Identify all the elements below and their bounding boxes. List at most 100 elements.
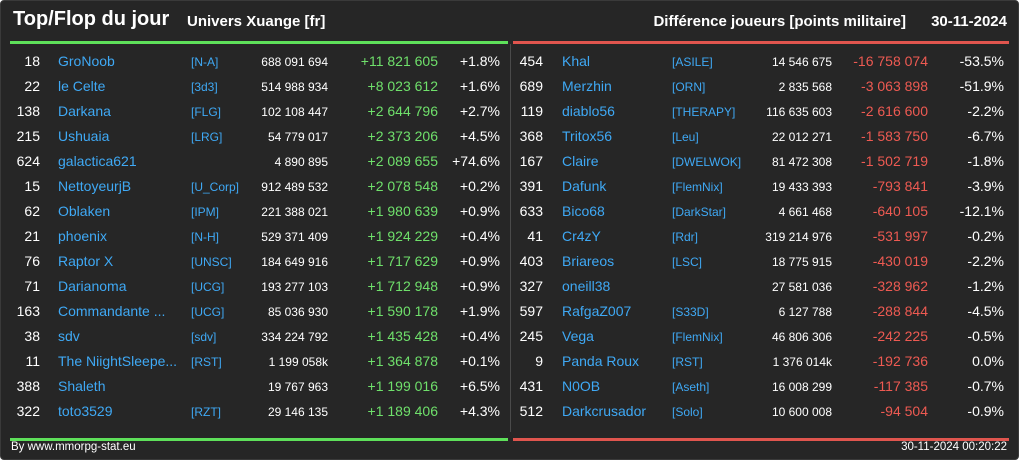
player-name-link[interactable]: Claire [562, 153, 599, 169]
player-name-link[interactable]: RafgaZ007 [562, 303, 632, 319]
player-points: 22 012 271 [771, 130, 832, 144]
points-difference: -430 019 [872, 253, 928, 269]
player-name-link[interactable]: NettoyeurjB [58, 178, 132, 194]
alliance-tag-link[interactable]: [Solo] [672, 405, 703, 419]
alliance-tag-link[interactable]: [FlemNix] [672, 180, 723, 194]
points-difference: +1 435 428 [367, 328, 438, 344]
player-name-link[interactable]: Panda Roux [562, 353, 640, 369]
player-name-link[interactable]: Cr4zY [562, 228, 601, 244]
player-name-link[interactable]: le Celte [58, 78, 106, 94]
alliance-tag-link[interactable]: [RST] [672, 355, 703, 369]
alliance-tag-link[interactable]: [IPM] [191, 205, 220, 219]
player-name-link[interactable]: Merzhin [562, 78, 612, 94]
player-name-link[interactable]: toto3529 [58, 403, 113, 419]
player-points: 688 091 694 [261, 55, 328, 69]
player-rank: 689 [519, 78, 543, 94]
player-name-link[interactable]: galactica621 [58, 153, 137, 169]
player-rank: 322 [16, 403, 40, 419]
player-points: 27 581 036 [771, 280, 832, 294]
points-difference: -328 962 [872, 278, 928, 294]
percent-change: +4.5% [459, 128, 500, 144]
credit-link[interactable]: By www.mmorpg-stat.eu [11, 441, 136, 453]
player-name-link[interactable]: Ushuaia [58, 128, 110, 144]
footer: By www.mmorpg-stat.eu 30-11-2024 00:20:2… [1, 438, 1018, 458]
player-name-link[interactable]: Vega [562, 328, 594, 344]
player-name-link[interactable]: Oblaken [58, 203, 111, 219]
alliance-tag-link[interactable]: [Aseth] [672, 380, 710, 394]
percent-change: -0.9% [967, 403, 1004, 419]
alliance-tag-link[interactable]: [UCG] [191, 280, 225, 294]
alliance-tag-link[interactable]: [N-H] [191, 230, 219, 244]
player-name-link[interactable]: GroNoob [58, 53, 115, 69]
alliance-tag-link[interactable]: [Leu] [672, 130, 699, 144]
alliance-tag-link[interactable]: [RST] [191, 355, 222, 369]
player-name-link[interactable]: Khal [562, 53, 591, 69]
player-points: 514 988 934 [261, 80, 328, 94]
player-name-link[interactable]: Raptor X [58, 253, 114, 269]
player-name-link[interactable]: sdv [58, 328, 80, 344]
points-difference: -793 841 [872, 178, 928, 194]
points-difference: -2 616 600 [861, 103, 928, 119]
alliance-tag-link[interactable]: [LSC] [672, 255, 703, 269]
alliance-tag-link[interactable]: [U_Corp] [191, 180, 240, 194]
points-difference: +1 717 629 [367, 253, 438, 269]
alliance-tag-link[interactable]: [DarkStar] [672, 205, 727, 219]
alliance-tag-link[interactable]: [UCG] [191, 305, 225, 319]
flop-row: 9 Panda Roux [RST] 1 376 014k -192 736 0.0% [513, 349, 1009, 374]
alliance-tag-link[interactable]: [UNSC] [191, 255, 232, 269]
alliance-tag-link[interactable]: [Rdr] [672, 230, 699, 244]
top-row: 76 Raptor X [UNSC] 184 649 916 +1 717 629 +0.… [10, 249, 508, 274]
flop-row: 245 Vega [FlemNix] 46 806 306 -242 225 -0.5% [513, 324, 1009, 349]
alliance-tag-link[interactable]: [LRG] [191, 130, 223, 144]
player-name-link[interactable]: Briareos [562, 253, 615, 269]
alliance-tag-link[interactable]: [3d3] [191, 80, 218, 94]
top-row: 11 The NiightSleepe... [RST] 1 199 058k +1 3… [10, 349, 508, 374]
percent-change: -6.7% [967, 128, 1004, 144]
points-difference: +11 821 605 [360, 53, 438, 69]
percent-change: +1.6% [459, 78, 500, 94]
player-name-link[interactable]: Darkana [58, 103, 111, 119]
percent-change: -0.2% [967, 228, 1004, 244]
points-difference: +1 924 229 [367, 228, 438, 244]
alliance-tag-link[interactable]: [FLG] [191, 105, 222, 119]
player-rank: 403 [519, 253, 543, 269]
top-row: 163 Commandante ... [UCG] 85 036 930 +1 590 … [10, 299, 508, 324]
player-name-link[interactable]: Darkcrusador [562, 403, 647, 419]
top-row: 62 Oblaken [IPM] 221 388 021 +1 980 639 +0.9% [10, 199, 508, 224]
player-name-link[interactable]: N0OB [562, 378, 601, 394]
points-difference: +1 189 406 [367, 403, 438, 419]
alliance-tag-link[interactable]: [DWELWOK] [672, 155, 742, 169]
points-difference: -3 063 898 [861, 78, 928, 94]
player-points: 1 199 058k [268, 355, 328, 369]
player-name-link[interactable]: Bico68 [562, 203, 605, 219]
alliance-tag-link[interactable]: [ASILE] [672, 55, 713, 69]
player-name-link[interactable]: Commandante ... [58, 303, 166, 319]
player-name-link[interactable]: Shaleth [58, 378, 106, 394]
points-difference: +1 980 639 [367, 203, 438, 219]
player-name-link[interactable]: Dafunk [562, 178, 607, 194]
alliance-tag-link[interactable]: [RZT] [191, 405, 221, 419]
alliance-tag-link[interactable]: [THERAPY] [672, 105, 736, 119]
alliance-tag-link[interactable]: [FlemNix] [672, 330, 723, 344]
percent-change: +1.8% [459, 53, 500, 69]
alliance-tag-link[interactable]: [ORN] [672, 80, 706, 94]
percent-change: +0.9% [459, 203, 500, 219]
alliance-tag-link[interactable]: [N-A] [191, 55, 219, 69]
player-rank: 245 [519, 328, 543, 344]
percent-change: +0.2% [459, 178, 500, 194]
alliance-tag-link[interactable]: [S33D] [672, 305, 709, 319]
percent-change: -12.1% [959, 203, 1004, 219]
player-name-link[interactable]: Tritox56 [562, 128, 613, 144]
player-name-link[interactable]: oneill38 [562, 278, 611, 294]
points-difference: +1 712 948 [367, 278, 438, 294]
player-name-link[interactable]: Darianoma [58, 278, 127, 294]
player-name-link[interactable]: phoenix [58, 228, 108, 244]
percent-change: -0.7% [967, 378, 1004, 394]
player-name-link[interactable]: diablo56 [562, 103, 615, 119]
player-rank: 38 [24, 328, 40, 344]
percent-change: -53.5% [959, 53, 1004, 69]
points-difference: +2 089 655 [367, 153, 438, 169]
header-date: 30-11-2024 [931, 13, 1007, 30]
player-name-link[interactable]: The NiightSleepe... [58, 353, 178, 369]
alliance-tag-link[interactable]: [sdv] [191, 330, 217, 344]
